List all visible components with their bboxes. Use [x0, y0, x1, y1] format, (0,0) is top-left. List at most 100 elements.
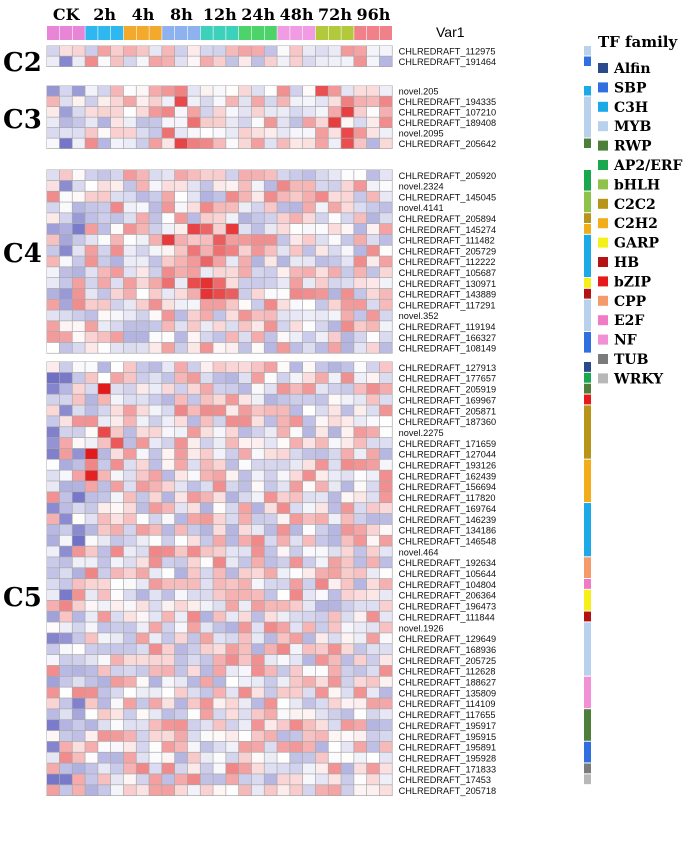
heatmap-cell [149, 644, 162, 655]
heatmap-cell [47, 342, 60, 353]
heatmap-cell [85, 698, 98, 709]
heatmap-cell [175, 503, 188, 514]
heatmap-cell [136, 579, 149, 590]
heatmap-cell [251, 288, 264, 299]
family-annotation [584, 224, 591, 234]
heatmap-cell [226, 568, 239, 579]
heatmap-cell [213, 394, 226, 405]
heatmap-cell [251, 557, 264, 568]
heatmap-cell [251, 342, 264, 353]
heatmap-cell [341, 394, 354, 405]
heatmap-cell [315, 107, 328, 117]
heatmap-cell [136, 774, 149, 785]
heatmap-cell [239, 687, 252, 698]
heatmap-cell [111, 427, 124, 438]
heatmap-cell [315, 513, 328, 525]
heatmap-cell [277, 96, 290, 107]
heatmap-cell [354, 107, 367, 117]
heatmap-cell [226, 709, 239, 720]
heatmap-cell [226, 665, 239, 676]
heatmap-cell [354, 437, 367, 449]
heatmap-cell [98, 332, 111, 343]
heatmap-cell [277, 622, 290, 633]
heatmap-cell [251, 437, 264, 449]
heatmap-cell [226, 654, 239, 666]
heatmap-cell [379, 278, 392, 289]
heatmap-cell [277, 709, 290, 720]
heatmap-cell [328, 191, 341, 202]
heatmap-cell [47, 524, 60, 535]
heatmap-cell [328, 524, 341, 535]
heatmap-cell [367, 741, 380, 752]
var1-cell [72, 26, 85, 40]
heatmap-cell [187, 202, 200, 213]
heatmap-cell [111, 535, 124, 546]
heatmap-cell [123, 470, 136, 481]
heatmap-cell [379, 267, 392, 278]
heatmap-cell [239, 383, 252, 394]
heatmap-cell [264, 267, 277, 278]
cluster-c4: C4CHLREDRAFT_205920novel.2324CHLREDRAFT_… [3, 169, 591, 354]
heatmap-cell [341, 321, 354, 332]
heatmap-cell [290, 785, 303, 796]
heatmap-cell [136, 568, 149, 579]
heatmap-cell [175, 730, 188, 742]
heatmap-cell [111, 774, 124, 785]
heatmap-cell [367, 557, 380, 568]
heatmap-cell [379, 299, 392, 310]
heatmap-cell [341, 741, 354, 752]
heatmap-cell [47, 709, 60, 720]
legend-label: TUB [614, 352, 649, 368]
heatmap-cell [251, 622, 264, 633]
heatmap-cell [341, 86, 354, 96]
heatmap-cell [47, 557, 60, 568]
heatmap-cell [187, 256, 200, 267]
family-annotation [584, 741, 591, 763]
heatmap-cell [187, 299, 200, 310]
heatmap-cell [85, 568, 98, 579]
heatmap-cell [187, 267, 200, 278]
heatmap-cell [226, 202, 239, 213]
heatmap-cell [149, 245, 162, 256]
heatmap-cell [315, 170, 328, 181]
heatmap-cell [187, 56, 200, 67]
heatmap-cell [303, 128, 316, 138]
heatmap-cell [239, 117, 252, 128]
heatmap-cell [226, 117, 239, 128]
heatmap-cell [72, 191, 85, 202]
heatmap-cell [239, 321, 252, 332]
heatmap-cell [303, 224, 316, 235]
heatmap-cell [98, 180, 111, 191]
heatmap-cell [136, 459, 149, 470]
heatmap-cell [175, 46, 188, 56]
heatmap-cell [264, 224, 277, 235]
heatmap-cell [175, 170, 188, 181]
cluster-c3: C3novel.205CHLREDRAFT_194335CHLREDRAFT_1… [3, 85, 591, 149]
heatmap-cell [328, 117, 341, 128]
heatmap-cell [264, 170, 277, 181]
heatmap-cell [226, 416, 239, 427]
heatmap-cell [239, 709, 252, 720]
heatmap-cell [59, 448, 72, 459]
heatmap-cell [239, 191, 252, 202]
heatmap-cell [187, 405, 200, 416]
family-annotation [584, 46, 591, 56]
heatmap-cell [149, 405, 162, 416]
heatmap-cell [341, 416, 354, 427]
heatmap-cell [354, 752, 367, 763]
heatmap-cell [239, 676, 252, 687]
heatmap-cell [123, 180, 136, 191]
heatmap-cell [303, 698, 316, 709]
heatmap-cell [328, 589, 341, 600]
heatmap-cell [328, 741, 341, 752]
grid-border [46, 85, 393, 149]
heatmap-cell [239, 546, 252, 557]
heatmap-cell [200, 180, 213, 191]
heatmap-cell [59, 600, 72, 611]
heatmap-cell [341, 267, 354, 278]
heatmap-cell [226, 557, 239, 568]
heatmap-cell [111, 56, 124, 67]
heatmap-cell [264, 730, 277, 742]
heatmap-cell [226, 763, 239, 774]
heatmap-cell [85, 180, 98, 191]
